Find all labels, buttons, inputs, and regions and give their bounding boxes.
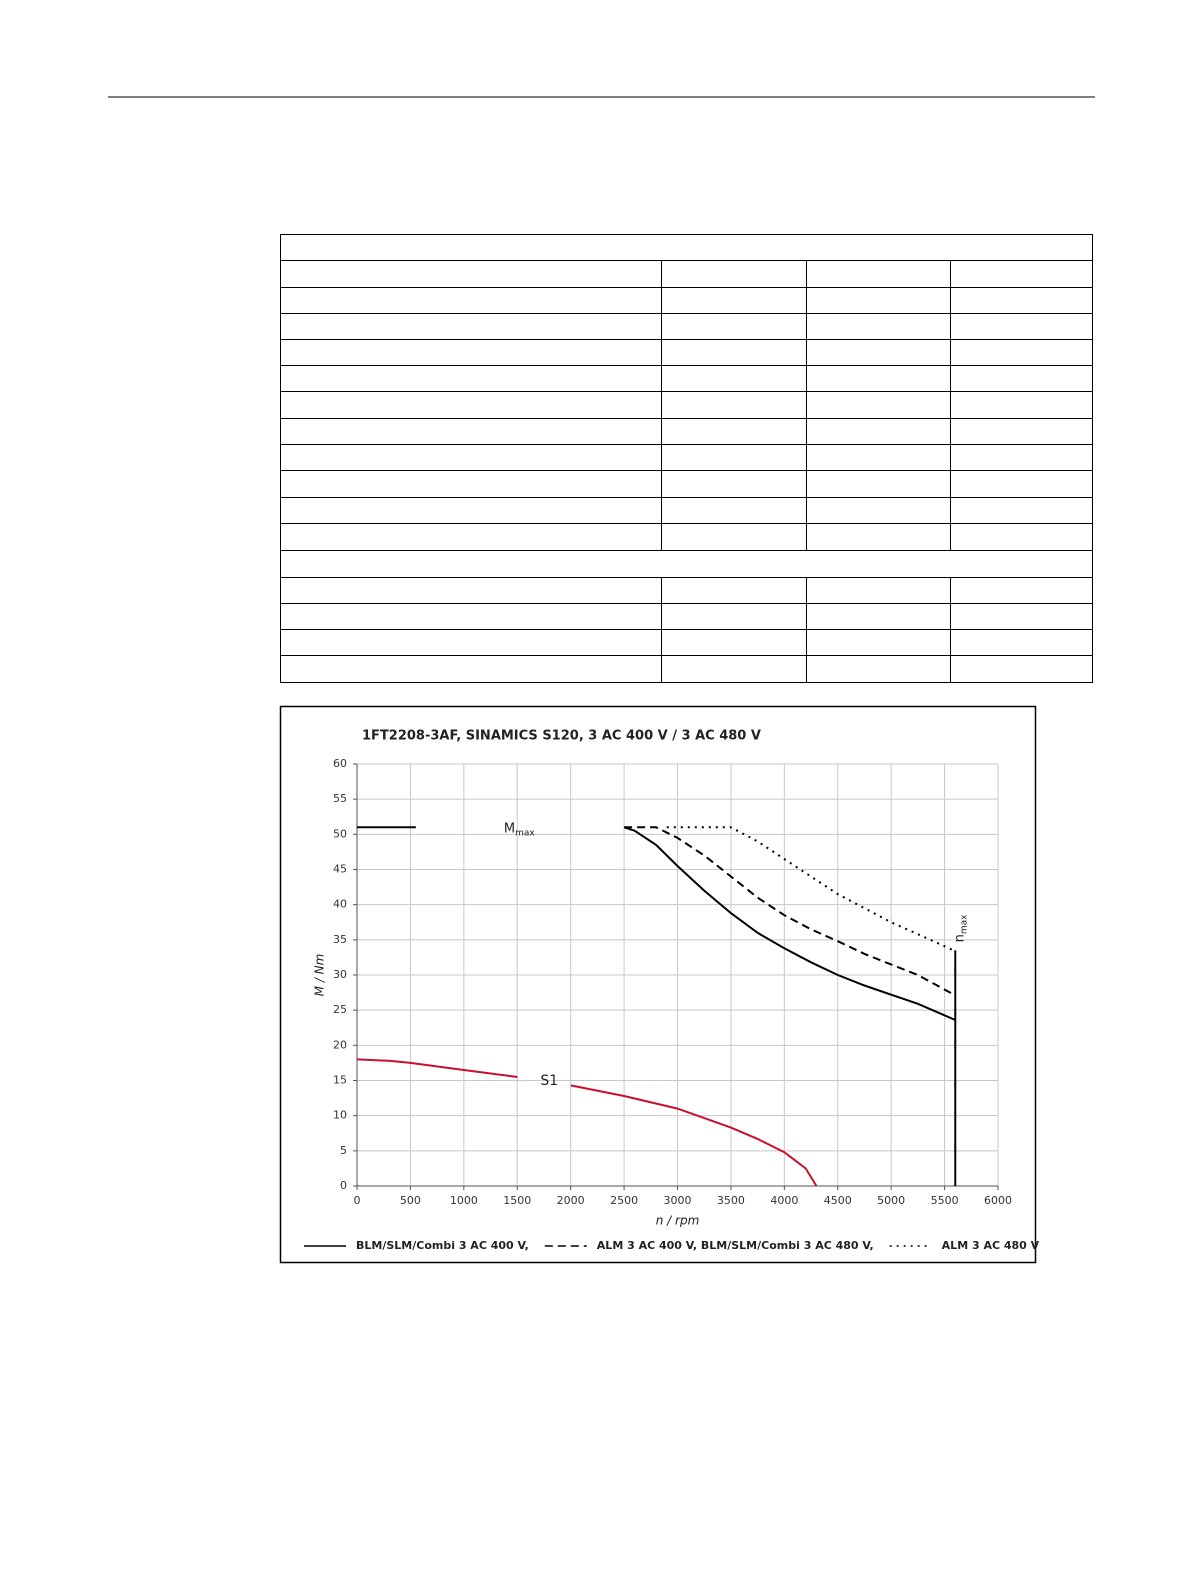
y-tick-label: 25 [333,1003,347,1016]
y-tick-label: 60 [333,757,347,770]
table [280,234,1093,683]
x-tick-label: 0 [354,1194,361,1207]
y-tick-label: 30 [333,968,347,981]
y-tick-label: 35 [333,933,347,946]
y-tick-label: 20 [333,1038,347,1051]
nmax-label: nmax [952,914,969,943]
x-tick-label: 6000 [984,1194,1012,1207]
data-line [356,1058,818,1187]
nmax-sub: max [959,914,969,934]
y-tick-label: 50 [333,827,347,840]
data-line [666,826,956,953]
mmax-main: M [504,821,515,836]
plot: 0 5 10 15 20 25 30 35 40 45 50 55 60 0 500 1000 1500 2000… [304,757,1040,1252]
y-axis-label: M / Nm [313,954,327,997]
y-tick-label: 15 [333,1074,347,1087]
nmax-main: n [952,934,967,942]
chart-title: 1FT2208-3AF, SINAMICS S120, 3 AC 400 V /… [362,729,761,744]
y-tick-label: 55 [333,792,347,805]
table-border [280,234,1093,683]
legend-label: ALM 3 AC 400 V, BLM/SLM/Combi 3 AC 480 V… [597,1239,874,1252]
x-tick-label: 5000 [877,1194,905,1207]
y-tick-label: 40 [333,898,347,911]
y-tick-label: 0 [340,1179,347,1192]
x-tick-label: 3000 [664,1194,692,1207]
mmax-sub: max [515,828,535,838]
x-tick-label: 1500 [503,1194,531,1207]
s1-label: S1 [540,1073,558,1089]
legend-label: BLM/SLM/Combi 3 AC 400 V, [356,1239,529,1252]
x-tick-label: 3500 [717,1194,745,1207]
x-tick-label: 5500 [931,1194,959,1207]
legend-label: ALM 3 AC 480 V [942,1239,1040,1252]
chart-frame [279,705,1037,1264]
x-tick-label: 500 [400,1194,421,1207]
y-tick-label: 45 [333,863,347,876]
x-tick-label: 4500 [824,1194,852,1207]
y-tick-label: 10 [333,1109,347,1122]
mmax-label: Mmax [504,821,536,838]
y-tick-label: 5 [340,1144,347,1157]
x-tick-label: 4000 [770,1194,798,1207]
x-axis-label: n / rpm [656,1214,700,1228]
data-line [357,826,956,1021]
x-tick-label: 2500 [610,1194,638,1207]
data-line [624,826,956,997]
x-tick-label: 1000 [450,1194,478,1207]
x-tick-label: 2000 [557,1194,585,1207]
